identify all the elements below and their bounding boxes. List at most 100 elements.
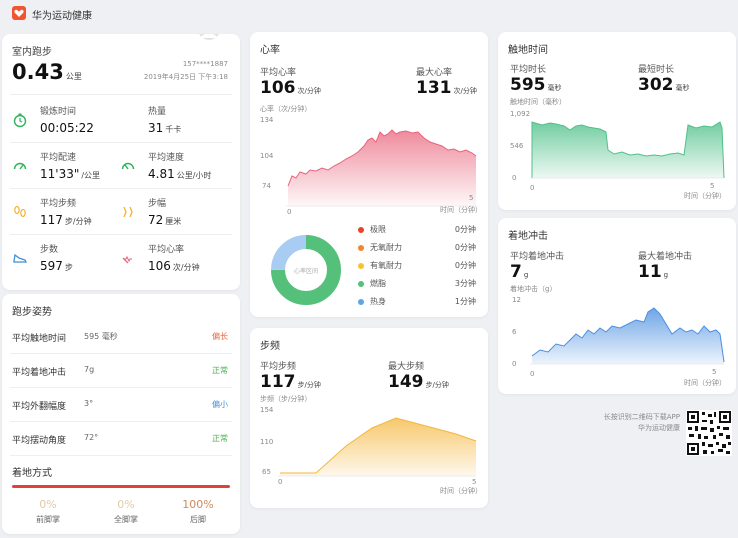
metric-1: 热量 31 千卡: [120, 104, 230, 144]
footsteps-icon: [12, 204, 28, 220]
metric-label: 平均配速: [40, 153, 77, 163]
workout-datetime: 2019年4月25日 下午3:18: [143, 73, 228, 81]
metric-value: 4.81 公里/小时: [148, 167, 212, 181]
heart-ytick-top: 134: [260, 116, 274, 124]
donut-center-label: 心率区间: [293, 268, 318, 275]
metric-6: 步数 597 步: [12, 242, 122, 282]
posture-row: 平均外翻幅度 3° 偏小: [12, 395, 230, 419]
app-logo-icon: [12, 6, 26, 20]
impact-ytick-mid: 6: [512, 328, 517, 336]
posture-label: 平均摆动角度: [12, 436, 67, 446]
contact-xtick-end: 5: [710, 182, 715, 190]
impact-max-label: 最大着地冲击: [638, 252, 693, 262]
zone-name: 无氧耐力: [370, 243, 402, 252]
posture-value: 7g: [84, 365, 95, 374]
heart-zone-donut: 心率区间: [266, 230, 346, 310]
cadence-xtick-start: 0: [278, 478, 283, 486]
contact-min-value: 302 毫秒: [638, 75, 690, 95]
heart-x-unit: 时间（分钟）: [440, 206, 482, 214]
heart-avg-value: 106 次/分钟: [260, 78, 321, 98]
zone-dot: [358, 227, 364, 233]
posture-value: 595 毫秒: [84, 332, 118, 341]
qr-code[interactable]: [686, 410, 732, 456]
pace-icon: [12, 158, 28, 174]
zone-dot: [358, 299, 364, 305]
distance-value: 0.43 公里: [12, 60, 82, 84]
cadence-ytick-bottom: 65: [262, 468, 271, 476]
user-account: 157****1887: [182, 60, 228, 68]
contact-axis-title: 触地时间（毫秒）: [510, 98, 566, 106]
posture-card: 跑步姿势 着地方式 平均触地时间 595 毫秒 偏长 平均着地冲击 7g 正常 平均…: [2, 294, 240, 534]
metric-5: 步幅 72 厘米: [120, 196, 230, 236]
impact-xtick-start: 0: [530, 370, 535, 378]
heart-zone-row: 有氧耐力 0分钟: [358, 260, 476, 274]
posture-label: 平均触地时间: [12, 334, 67, 344]
metric-value: 11'33"/公里: [40, 167, 101, 181]
zone-dot: [358, 281, 364, 287]
stride-icon: [120, 204, 136, 220]
cadence-ytick-mid: 110: [260, 438, 274, 446]
landing-stat: 0% 前脚掌: [36, 498, 60, 524]
posture-status: 正常: [212, 366, 228, 375]
metric-label: 步幅: [148, 199, 167, 209]
zone-dot: [358, 245, 364, 251]
cadence-xtick-end: 5: [472, 478, 477, 486]
zone-name: 极限: [370, 225, 386, 234]
posture-row: 平均着地冲击 7g 正常: [12, 361, 230, 385]
impact-max-value: 11 g: [638, 262, 669, 282]
contact-ytick-bottom: 0: [512, 174, 517, 182]
landing-stat: 0% 全脚掌: [114, 498, 138, 524]
heart-axis-title: 心率（次/分钟）: [260, 105, 312, 113]
landing-bar: [12, 485, 230, 488]
contact-avg-value: 595 毫秒: [510, 75, 562, 95]
heart-max-value: 131 次/分钟: [416, 78, 477, 98]
sport-type: 室内跑步: [12, 47, 52, 58]
zone-time: 3分钟: [454, 279, 476, 288]
metric-value: 106 次/分钟: [148, 259, 200, 273]
heart-zone-row: 极限 0分钟: [358, 224, 476, 238]
posture-value: 72°: [84, 433, 99, 442]
contact-ytick-mid: 546: [510, 142, 524, 150]
flame-icon: [120, 112, 136, 128]
zone-time: 0分钟: [454, 243, 476, 252]
timer-icon: [12, 112, 28, 128]
metric-value: 72 厘米: [148, 213, 182, 227]
impact-chart: 12 6 0 0 5 时间（分钟）: [498, 294, 736, 394]
metric-label: 平均步频: [40, 199, 77, 209]
cadence-avg-label: 平均步频: [260, 362, 297, 372]
posture-value: 3°: [84, 399, 94, 408]
heart-icon: [120, 250, 136, 266]
cadence-avg-value: 117 步/分钟: [260, 372, 321, 392]
contact-ytick-top: 1,092: [510, 110, 531, 118]
posture-title: 跑步姿势: [12, 307, 52, 318]
contact-title: 触地时间: [508, 45, 548, 56]
cadence-ytick-top: 154: [260, 406, 274, 414]
heart-zone-row: 无氧耐力 0分钟: [358, 242, 476, 256]
heart-avg-label: 平均心率: [260, 68, 297, 78]
metric-value: 31 千卡: [148, 121, 182, 135]
metric-label: 平均心率: [148, 245, 185, 255]
posture-row: 平均触地时间 595 毫秒 偏长: [12, 327, 230, 351]
zone-name: 燃脂: [370, 279, 386, 288]
impact-ytick-top: 12: [512, 296, 521, 304]
summary-card: 室内跑步 0.43 公里 157****1887 2019年4月25日 下午3:1…: [2, 34, 240, 290]
cadence-card: 步频 平均步频 117 步/分钟 最大步频 149 步/分钟 步频（步/分钟） 15…: [250, 328, 488, 508]
metric-3: 平均速度 4.81 公里/小时: [120, 150, 230, 190]
avatar[interactable]: [196, 34, 222, 42]
heart-max-label: 最大心率: [416, 68, 453, 78]
zone-time: 0分钟: [454, 261, 476, 270]
zone-time: 1分钟: [454, 297, 476, 306]
metric-0: 锻炼时间 00:05:22: [12, 104, 122, 144]
contact-time-card: 触地时间 平均时长 595 毫秒 最短时长 302 毫秒 触地时间（毫秒） 1,09…: [498, 32, 736, 210]
heart-xtick-start: 0: [287, 208, 292, 216]
impact-avg-label: 平均着地冲击: [510, 252, 565, 262]
contact-chart: 1,092 546 0 0 5 时间（分钟）: [498, 108, 736, 208]
zone-name: 有氧耐力: [370, 261, 402, 270]
metric-value: 00:05:22: [40, 121, 94, 135]
contact-min-label: 最短时长: [638, 65, 675, 75]
cadence-max-value: 149 步/分钟: [388, 372, 449, 392]
cadence-chart: 154 110 65 0 5 时间（分钟）: [250, 406, 488, 496]
impact-axis-title: 着地冲击（g）: [510, 285, 557, 293]
cadence-title: 步频: [260, 341, 280, 352]
